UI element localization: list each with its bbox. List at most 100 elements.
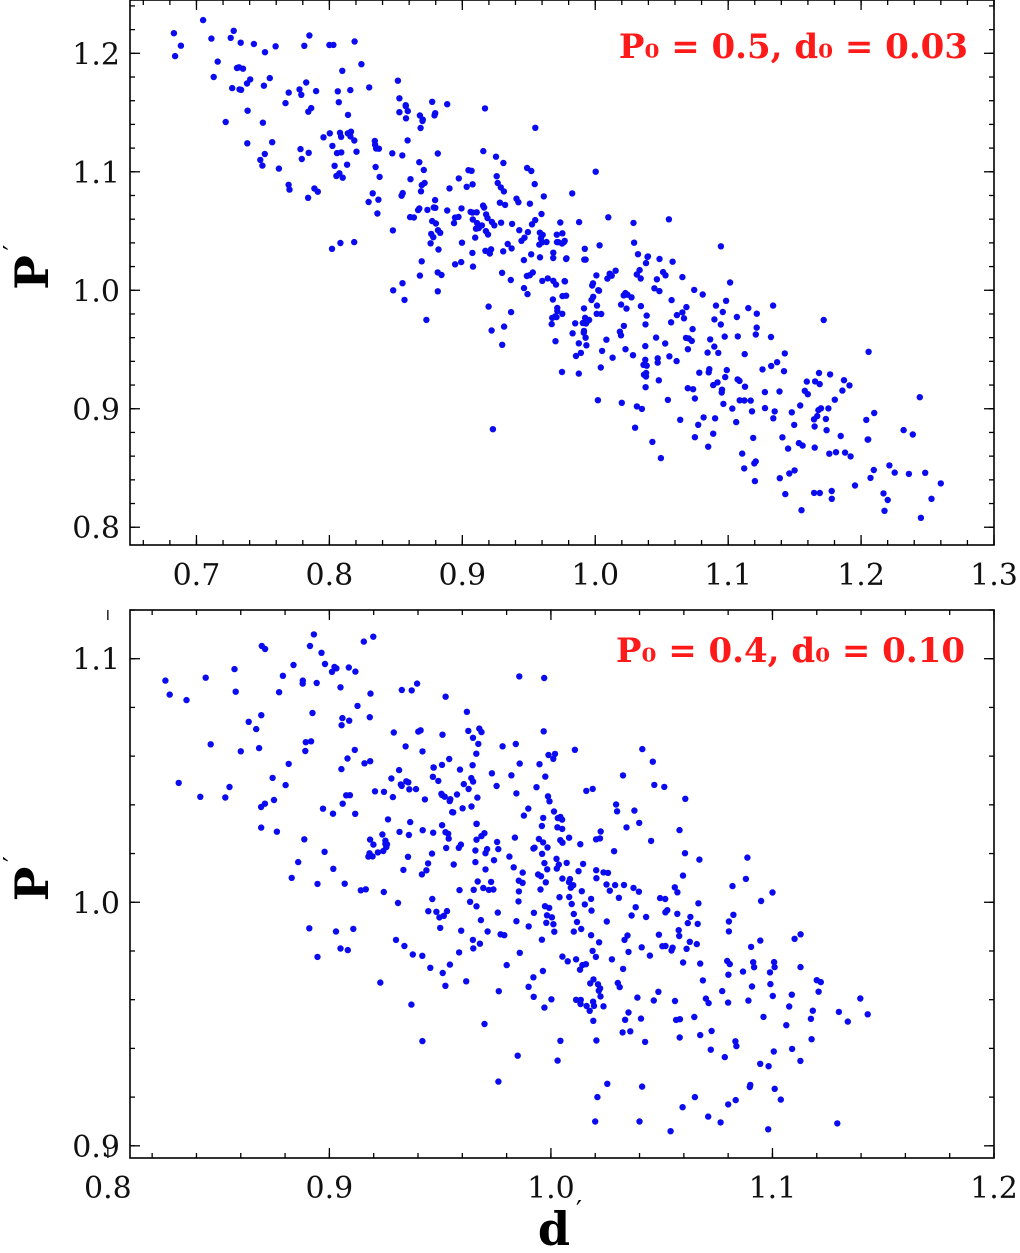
scatter-point <box>815 988 822 995</box>
scatter-point <box>565 834 573 841</box>
scatter-point <box>377 979 384 986</box>
scatter-point <box>828 495 835 502</box>
scatter-point <box>832 449 840 456</box>
scatter-point <box>354 702 361 710</box>
scatter-point <box>376 173 383 181</box>
scatter-point <box>207 741 214 748</box>
scatter-point <box>725 971 732 978</box>
scatter-point <box>539 967 547 975</box>
scatter-point <box>484 214 491 222</box>
scatter-point <box>337 945 344 952</box>
scatter-point <box>837 432 844 440</box>
scatter-point <box>634 994 641 1001</box>
scatter-point <box>500 323 508 330</box>
scatter-point <box>612 267 619 274</box>
scatter-point <box>269 139 276 146</box>
scatter-point <box>810 416 818 423</box>
scatter-point <box>752 331 759 338</box>
scatter-point <box>582 961 590 968</box>
scatter-point <box>429 98 436 106</box>
scatter-point <box>767 333 775 341</box>
scatter-point <box>510 864 517 871</box>
scatter-point <box>788 1045 796 1053</box>
scatter-point <box>495 845 502 853</box>
scatter-point <box>170 30 178 37</box>
y-tick-label: 1.1 <box>72 156 120 191</box>
scatter-point <box>214 58 221 65</box>
y-tick-label: 1.0 <box>72 274 120 309</box>
scatter-point <box>520 284 528 292</box>
scatter-point <box>844 1018 851 1025</box>
scatter-point <box>550 249 557 256</box>
scatter-point <box>589 998 597 1005</box>
scatter-point <box>309 709 316 717</box>
scatter-point <box>507 308 515 316</box>
scatter-point <box>655 988 662 995</box>
scatter-point <box>468 803 475 810</box>
scatter-point <box>553 238 561 246</box>
x-tick-label: 1.0 <box>527 1171 575 1206</box>
scatter-point <box>537 886 544 893</box>
scatter-point <box>810 489 818 497</box>
x-tick-label: 1.0 <box>571 558 619 593</box>
scatter-point <box>416 272 424 279</box>
scatter-point <box>575 868 582 875</box>
scatter-point <box>765 1126 772 1133</box>
scatter-point <box>329 810 337 817</box>
scatter-point <box>208 35 215 42</box>
scatter-point <box>451 214 459 221</box>
scatter-point <box>321 848 328 855</box>
scatter-point <box>539 839 547 846</box>
scatter-point <box>676 932 683 940</box>
scatter-point <box>419 952 426 959</box>
x-tick-label: 0.7 <box>173 558 221 593</box>
scatter-point <box>402 743 409 750</box>
scatter-point <box>171 52 179 60</box>
scatter-point <box>556 894 563 901</box>
scatter-point <box>470 886 477 893</box>
scatter-point <box>570 928 577 935</box>
scatter-point <box>696 369 703 376</box>
scatter-point <box>739 968 747 975</box>
scatter-point <box>202 674 209 681</box>
scatter-point <box>823 427 830 434</box>
scatter-point <box>797 1057 804 1065</box>
scatter-point <box>453 791 461 798</box>
scatter-point <box>446 797 453 805</box>
scatter-point <box>412 785 420 793</box>
scatter-point <box>593 867 600 874</box>
scatter-point <box>557 219 564 226</box>
scatter-point <box>488 218 496 226</box>
scatter-point <box>642 342 649 350</box>
scatter-point <box>282 99 289 107</box>
scatter-point <box>423 867 430 874</box>
scatter-point <box>531 180 538 188</box>
scatter-point <box>630 219 637 227</box>
scatter-point <box>421 796 429 803</box>
scatter-point <box>782 490 789 498</box>
scatter-point <box>372 163 379 171</box>
scatter-point <box>757 937 764 944</box>
scatter-point <box>647 837 655 845</box>
scatter-point <box>399 152 406 159</box>
scatter-point <box>594 397 602 404</box>
scatter-point <box>610 848 618 855</box>
scatter-point <box>418 871 426 878</box>
scatter-point <box>530 974 537 981</box>
scatter-point <box>612 801 620 808</box>
scatter-point <box>429 895 436 903</box>
scatter-point <box>583 787 590 795</box>
scatter-point <box>199 16 207 24</box>
scatter-point <box>676 1034 683 1041</box>
scatter-point <box>427 240 434 247</box>
scatter-point <box>307 738 315 745</box>
scatter-point <box>537 235 545 242</box>
scatter-point <box>379 831 386 838</box>
scatter-point <box>586 1007 593 1014</box>
scatter-point <box>425 908 432 915</box>
scatter-point <box>338 722 345 729</box>
scatter-point <box>739 450 746 457</box>
scatter-point <box>456 886 463 894</box>
scatter-point <box>260 82 268 89</box>
scatter-point <box>603 881 610 888</box>
